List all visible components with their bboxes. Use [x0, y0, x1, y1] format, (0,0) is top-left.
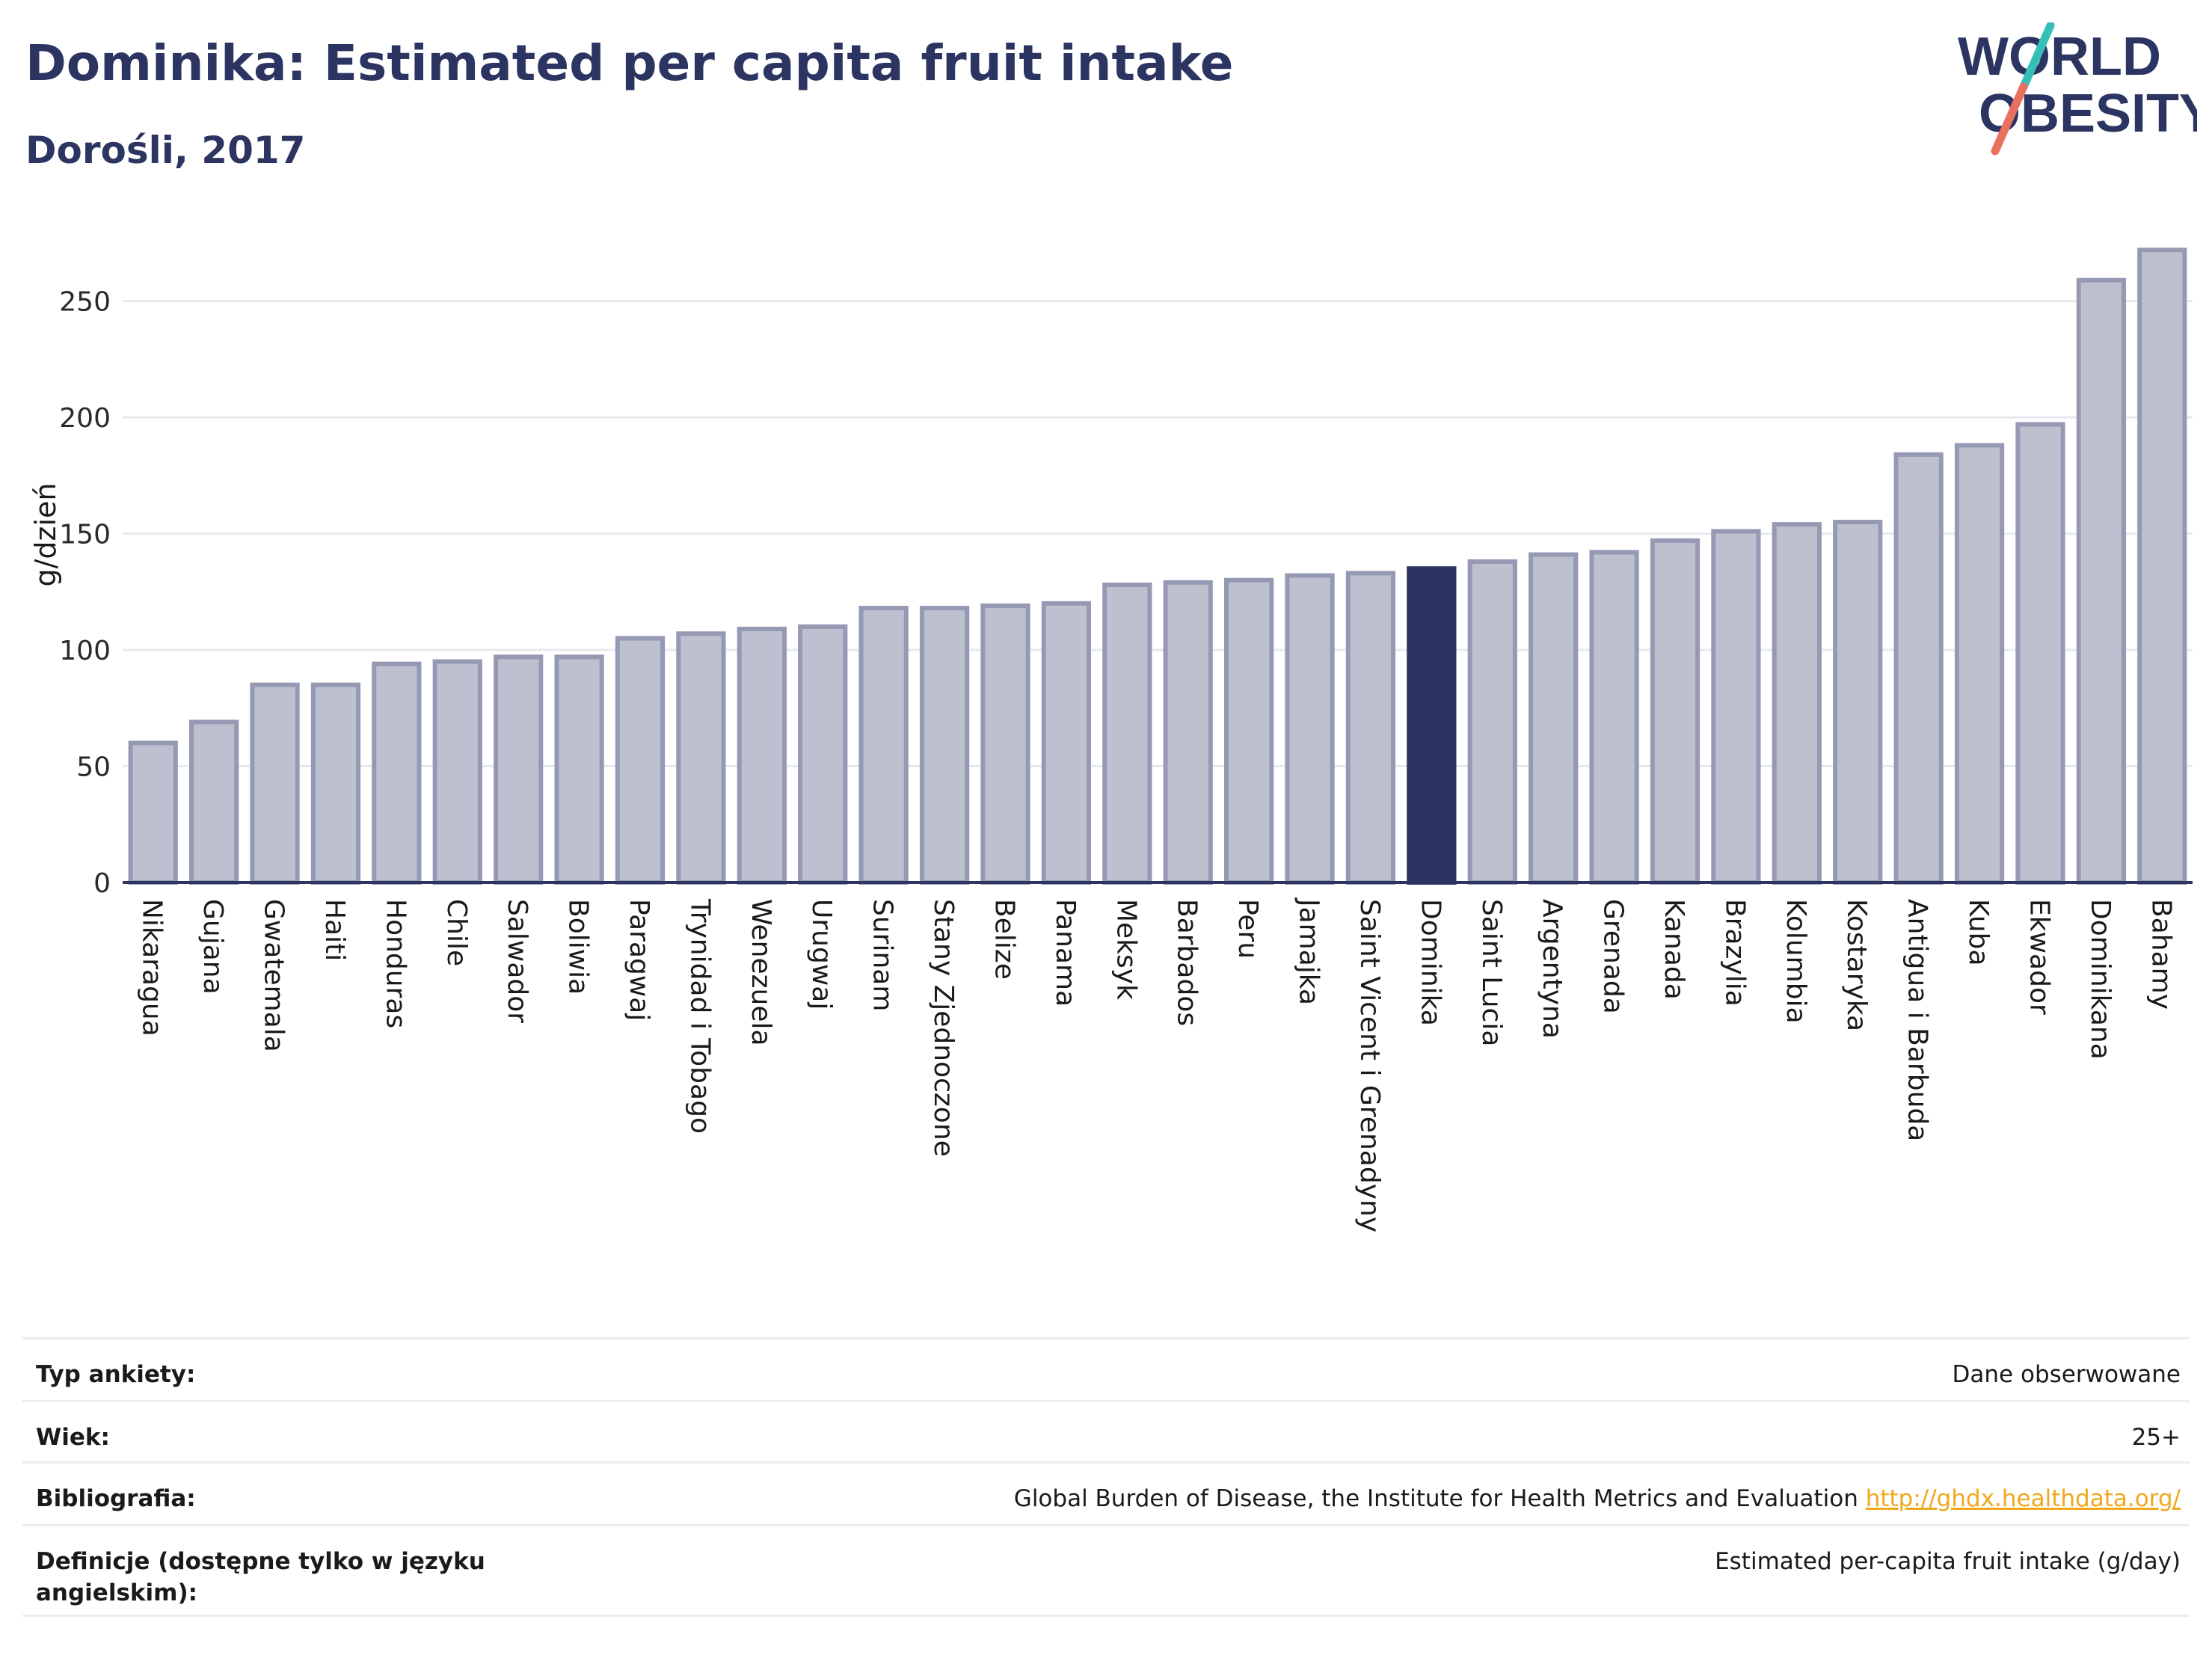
- y-tick-label: 200: [59, 403, 111, 434]
- y-tick-label: 100: [59, 636, 111, 666]
- bar: [554, 654, 604, 885]
- logo-slash-coral: [1991, 82, 2028, 156]
- bar: [310, 682, 361, 885]
- x-tick-label: Antigua i Barbuda: [1902, 899, 1933, 1141]
- bar: [1772, 522, 1822, 885]
- bar: [1711, 529, 1761, 885]
- metadata-label: Definicje (dostępne tylko w języku angie…: [36, 1548, 485, 1606]
- y-tick-label: 150: [59, 520, 111, 550]
- metadata-label: Typ ankiety:: [36, 1361, 196, 1388]
- bar: [1163, 580, 1213, 885]
- bar: [1467, 559, 1517, 885]
- bar: [2137, 248, 2187, 885]
- x-tick-label: Paragwaj: [624, 899, 654, 1021]
- y-tick-label: 50: [76, 752, 111, 783]
- y-axis-label: g/dzień: [29, 482, 62, 586]
- x-tick-label: Ekwador: [2024, 899, 2054, 1015]
- bar: [1589, 550, 1639, 885]
- metadata-row-bibliography: Bibliografia: Global Burden of Disease, …: [22, 1461, 2190, 1524]
- y-tick-label: 250: [59, 287, 111, 318]
- x-tick-label: Saint Vicent i Grenadyny: [1354, 899, 1385, 1232]
- x-tick-label: Stany Zjednoczone: [928, 899, 959, 1157]
- x-tick-label: Belize: [989, 899, 1019, 980]
- metadata-row-age: Wiek: 25+: [22, 1400, 2190, 1461]
- x-tick-label: Kostaryka: [1841, 899, 1872, 1031]
- x-tick-label: Saint Lucia: [1476, 899, 1507, 1046]
- bar: [188, 719, 239, 885]
- bar: [128, 740, 178, 885]
- x-tick-label: Surinam: [867, 899, 898, 1011]
- x-tick-label: Barbados: [1172, 899, 1202, 1026]
- metadata-label: Bibliografia:: [36, 1485, 196, 1512]
- bar: [2076, 277, 2127, 885]
- x-tick-label: Grenada: [1598, 899, 1629, 1014]
- bibliography-text: Global Burden of Disease, the Institute …: [1013, 1485, 1858, 1512]
- x-tick-label: Gwatemala: [259, 899, 289, 1052]
- bar: [2015, 422, 2065, 885]
- logo-word-world: WORLD: [1958, 27, 2161, 87]
- x-tick-label: Boliwia: [563, 899, 594, 995]
- x-tick-label: Peru: [1232, 899, 1263, 959]
- metadata-row-survey-type: Typ ankiety: Dane obserwowane: [22, 1337, 2190, 1400]
- x-tick-label: Kuba: [1963, 899, 1994, 966]
- x-tick-label: Trynidad i Tobago: [684, 898, 715, 1134]
- bar: [1102, 582, 1152, 885]
- bar: [1650, 538, 1701, 885]
- bar: [372, 661, 422, 885]
- bar-chart: 0 50 100 150 200 250 Nikaragua Gujana Gwatemala H…: [29, 248, 2193, 1232]
- metadata-row-definitions: Definicje (dostępne tylko w języku angie…: [22, 1524, 2190, 1617]
- metadata-value: 25+: [2131, 1424, 2181, 1451]
- world-obesity-logo: WORLD OBESITY: [1958, 22, 2197, 156]
- x-tick-label: Dominikana: [2085, 899, 2116, 1060]
- bar: [1529, 552, 1579, 885]
- bar: [1345, 571, 1396, 885]
- bar: [1285, 573, 1335, 885]
- bar: [676, 631, 726, 885]
- bibliography-link[interactable]: http://ghdx.healthdata.org/: [1865, 1485, 2181, 1512]
- bar: [615, 636, 666, 885]
- x-tick-label: Gujana: [197, 899, 228, 995]
- bar: [1833, 520, 1883, 885]
- x-tick-label: Kanada: [1659, 899, 1689, 1000]
- bar: [1407, 566, 1457, 885]
- x-tick-label: Urugwaj: [806, 899, 837, 1010]
- x-tick-label: Nikaragua: [137, 899, 168, 1037]
- x-tick-label: Salwador: [502, 899, 532, 1023]
- x-tick-label: Haiti: [319, 899, 350, 961]
- x-tick-label: Dominika: [1415, 899, 1446, 1026]
- bar: [1041, 601, 1092, 885]
- logo-slash-teal: [2019, 22, 2055, 91]
- x-tick-label: Honduras: [380, 899, 411, 1028]
- bar: [1893, 452, 1944, 885]
- bar: [980, 603, 1030, 885]
- chart-title: Dominika: Estimated per capita fruit int…: [25, 34, 1234, 92]
- x-tick-label: Meksyk: [1110, 899, 1141, 1000]
- y-tick-label: 0: [93, 868, 111, 899]
- bar: [432, 659, 482, 885]
- x-tick-label: Chile: [441, 899, 472, 966]
- bar: [858, 606, 909, 885]
- metadata-value: Dane obserwowane: [1952, 1361, 2181, 1388]
- metadata-table: Typ ankiety: Dane obserwowane Wiek: 25+ …: [22, 1337, 2190, 1617]
- x-tick-label: Argentyna: [1537, 899, 1567, 1039]
- metadata-value: Estimated per-capita fruit intake (g/day…: [1715, 1548, 2181, 1575]
- bar: [250, 682, 300, 885]
- bar: [737, 627, 787, 885]
- metadata-label: Wiek:: [36, 1424, 110, 1451]
- x-tick-label: Bahamy: [2145, 899, 2176, 1010]
- x-tick-label: Wenezuela: [746, 899, 776, 1046]
- chart-subtitle: Dorośli, 2017: [25, 129, 306, 172]
- x-tick-label: Jamajka: [1294, 897, 1324, 1005]
- bar: [798, 624, 848, 885]
- bar: [919, 606, 970, 885]
- x-tick-label: Panama: [1050, 899, 1081, 1007]
- metadata-value: Global Burden of Disease, the Institute …: [1014, 1483, 2181, 1514]
- bar: [494, 654, 544, 885]
- bar: [1223, 577, 1274, 885]
- x-tick-label: Kolumbia: [1781, 899, 1811, 1024]
- bar: [1954, 443, 2005, 885]
- x-tick-label: Brazylia: [1719, 899, 1750, 1007]
